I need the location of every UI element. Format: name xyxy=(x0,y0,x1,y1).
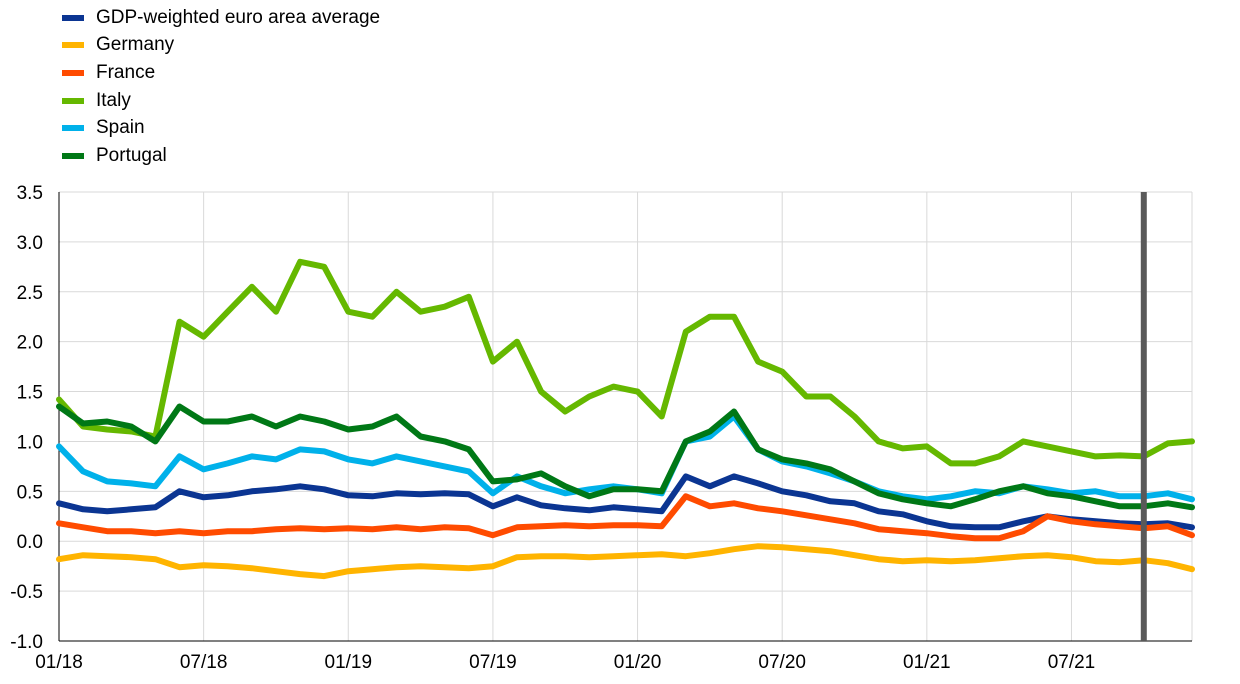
series-line-italy xyxy=(56,258,1195,467)
x-tick-label: 01/18 xyxy=(35,652,83,673)
legend-swatch xyxy=(62,42,84,49)
legend-label: Spain xyxy=(96,117,145,139)
legend-swatch xyxy=(62,69,84,76)
y-tick-label: 0.0 xyxy=(17,532,43,553)
y-tick-label: 0.5 xyxy=(17,482,43,503)
y-tick-label: 3.0 xyxy=(17,233,43,254)
y-tick-label: 2.5 xyxy=(17,283,43,304)
series-line-germany xyxy=(56,543,1195,580)
y-tick-label: 1.5 xyxy=(17,383,43,404)
legend-item-france: France xyxy=(62,59,380,87)
legend-item-euro-area: GDP-weighted euro area average xyxy=(62,4,380,32)
legend: GDP-weighted euro area average Germany F… xyxy=(62,4,380,170)
legend-label: France xyxy=(96,61,156,83)
legend-swatch xyxy=(62,97,84,104)
series-line-france xyxy=(56,493,1195,542)
y-tick-label: 2.0 xyxy=(17,333,43,354)
legend-swatch xyxy=(62,125,84,132)
x-tick-label: 01/19 xyxy=(325,652,373,673)
y-tick-label: -0.5 xyxy=(10,582,43,603)
y-tick-label: 1.0 xyxy=(17,432,43,453)
legend-swatch xyxy=(62,14,84,21)
series-line-gdp-weighted-euro-area-average xyxy=(56,473,1195,531)
x-tick-label: 07/21 xyxy=(1048,652,1096,673)
legend-item-germany: Germany xyxy=(62,32,380,60)
legend-label: Portugal xyxy=(96,144,167,166)
legend-swatch xyxy=(62,152,84,159)
x-tick-label: 07/20 xyxy=(758,652,806,673)
x-tick-label: 01/20 xyxy=(614,652,662,673)
legend-item-portugal: Portugal xyxy=(62,142,380,170)
x-tick-label: 01/21 xyxy=(903,652,951,673)
x-tick-label: 07/19 xyxy=(469,652,517,673)
y-tick-label: 3.5 xyxy=(17,183,43,204)
y-tick-label: -1.0 xyxy=(10,632,43,653)
legend-item-spain: Spain xyxy=(62,114,380,142)
series-line-portugal xyxy=(56,403,1195,511)
legend-label: GDP-weighted euro area average xyxy=(96,6,381,28)
x-tick-label: 07/18 xyxy=(180,652,228,673)
legend-label: Italy xyxy=(96,89,131,111)
legend-label: Germany xyxy=(96,34,175,56)
legend-item-italy: Italy xyxy=(62,87,380,115)
